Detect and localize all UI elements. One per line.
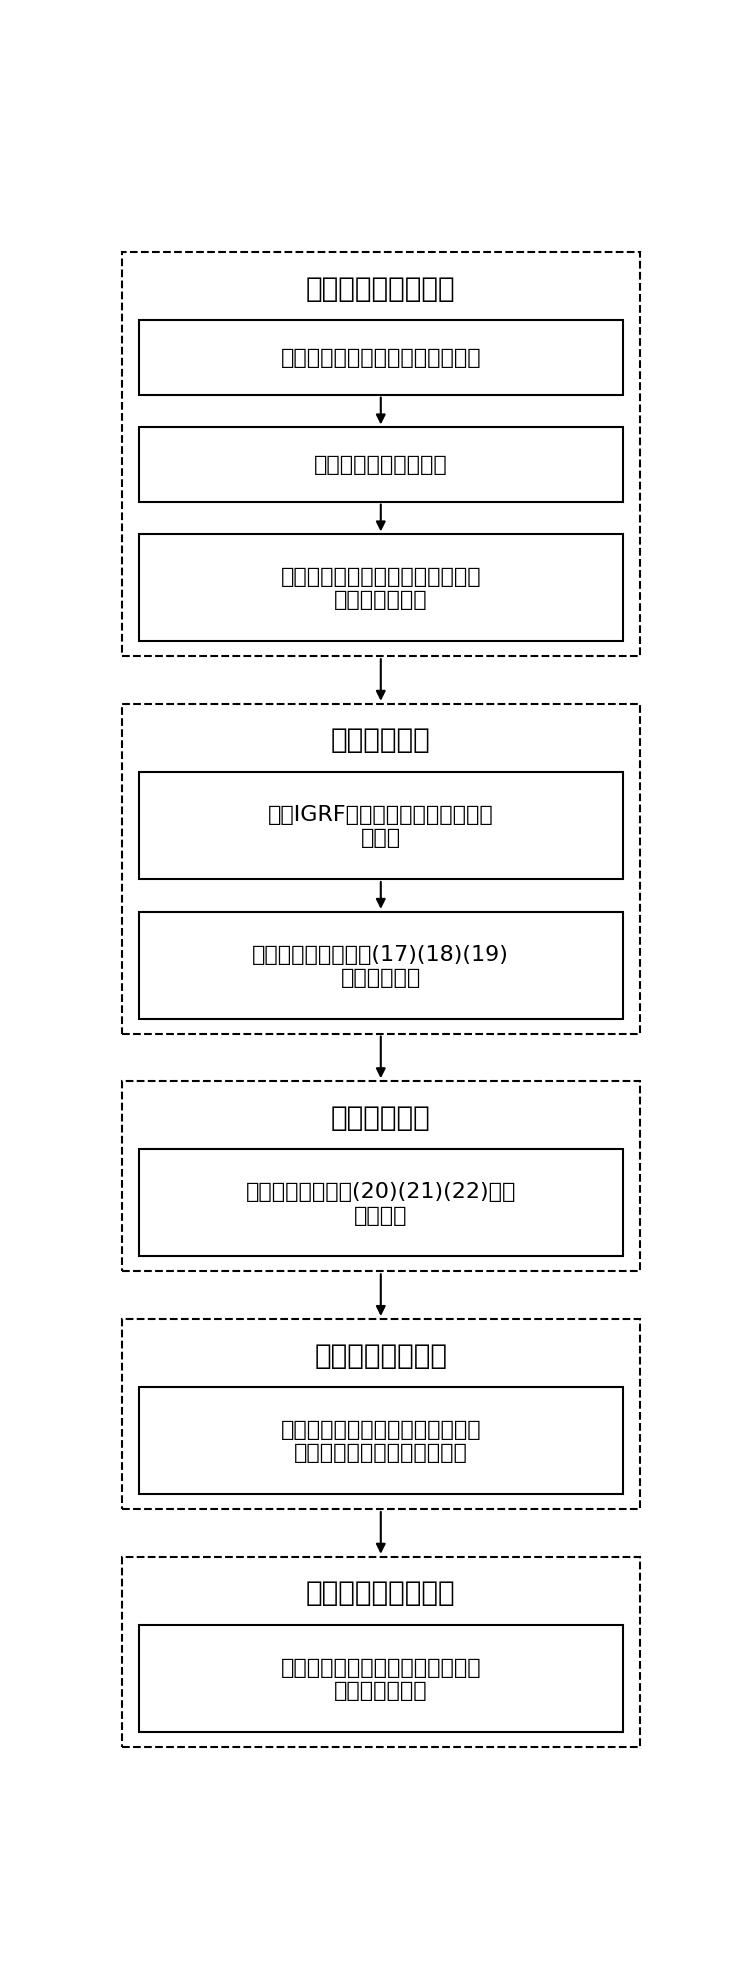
Bar: [139, 321, 623, 396]
Text: 根据目标区域设定棱柱体几何尺寸: 根据目标区域设定棱柱体几何尺寸: [280, 348, 481, 368]
Bar: [139, 428, 623, 503]
Bar: [122, 705, 640, 1034]
Text: 磁化强度计算: 磁化强度计算: [331, 727, 431, 754]
Bar: [139, 1626, 623, 1732]
Text: 加权系数计算: 加权系数计算: [331, 1103, 431, 1131]
Bar: [122, 1319, 640, 1509]
Text: 磁场梯度张量值合成: 磁场梯度张量值合成: [306, 1578, 455, 1606]
Text: 二维离散卷积计算: 二维离散卷积计算: [314, 1340, 447, 1368]
Bar: [122, 253, 640, 657]
Bar: [139, 535, 623, 642]
Bar: [139, 1150, 623, 1257]
Text: 根据剖分结构和式(20)(21)(22)计算
加权系数: 根据剖分结构和式(20)(21)(22)计算 加权系数: [246, 1182, 516, 1226]
Bar: [139, 772, 623, 879]
Text: 设定剖分小棱柱体个数: 设定剖分小棱柱体个数: [314, 455, 448, 475]
Text: 复杂磁性体模型表示: 复杂磁性体模型表示: [306, 275, 455, 303]
Text: 根据磁化率分布和式(17)(18)(19)
计算磁化强度: 根据磁化率分布和式(17)(18)(19) 计算磁化强度: [253, 944, 509, 988]
Bar: [122, 1556, 640, 1746]
Text: 各层离散卷积计算结果累加，得到
磁场梯度张量值: 各层离散卷积计算结果累加，得到 磁场梯度张量值: [280, 1657, 481, 1701]
Bar: [139, 913, 623, 1020]
Bar: [139, 1388, 623, 1495]
Bar: [122, 1081, 640, 1271]
Text: 调用快速二维离散卷积算法，实现
磁化强度与加权系数卷积计算: 调用快速二维离散卷积算法，实现 磁化强度与加权系数卷积计算: [280, 1420, 481, 1463]
Text: 根据IGRF主磁场模型计算目标区域
主磁场: 根据IGRF主磁场模型计算目标区域 主磁场: [268, 804, 493, 847]
Text: 根据磁性体磁化率分布设置剖分小
棱柱体磁化率值: 根据磁性体磁化率分布设置剖分小 棱柱体磁化率值: [280, 566, 481, 610]
